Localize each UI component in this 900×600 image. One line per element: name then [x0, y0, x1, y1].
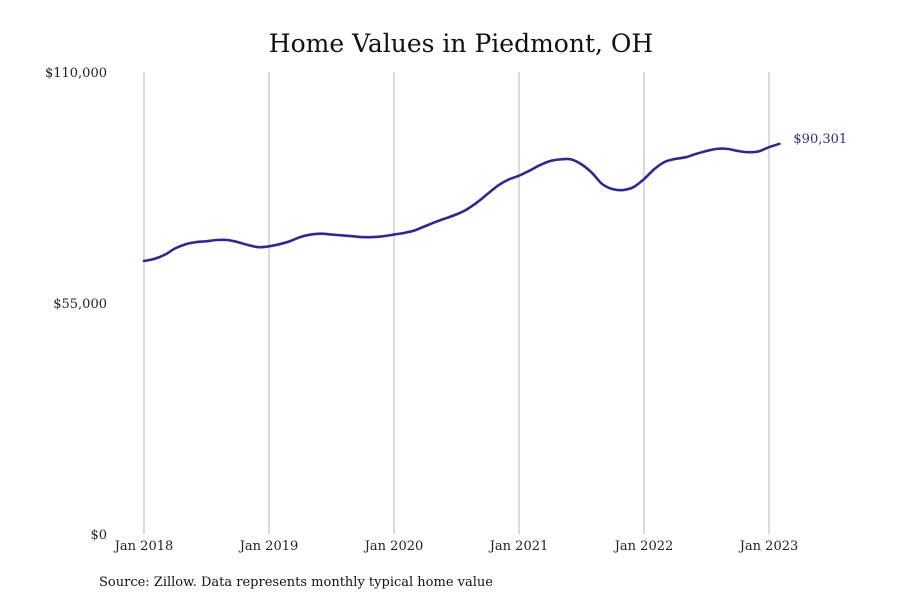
x-tick-label: Jan 2021: [488, 539, 549, 554]
x-tick-label: Jan 2018: [113, 539, 174, 554]
x-tick-label: Jan 2023: [738, 539, 799, 554]
series-line: [142, 142, 781, 263]
gridlines: [143, 72, 770, 534]
x-tick-label: Jan 2022: [613, 539, 674, 554]
axis-labels: Jan 2018 Jan 2019 Jan 2020 Jan 2021 Jan 2022…: [45, 66, 798, 554]
y-tick-label: $55,000: [53, 297, 107, 312]
chart-title: Home Values in Piedmont, OH: [269, 29, 653, 58]
series-layer: [142, 142, 781, 263]
y-tick-label: $0: [90, 528, 107, 543]
x-tick-label: Jan 2020: [363, 539, 424, 554]
source-note: Source: Zillow. Data represents monthly …: [99, 575, 493, 590]
x-tick-label: Jan 2019: [238, 539, 299, 554]
y-tick-label: $110,000: [45, 66, 107, 81]
end-value-label: $90,301: [793, 132, 847, 147]
